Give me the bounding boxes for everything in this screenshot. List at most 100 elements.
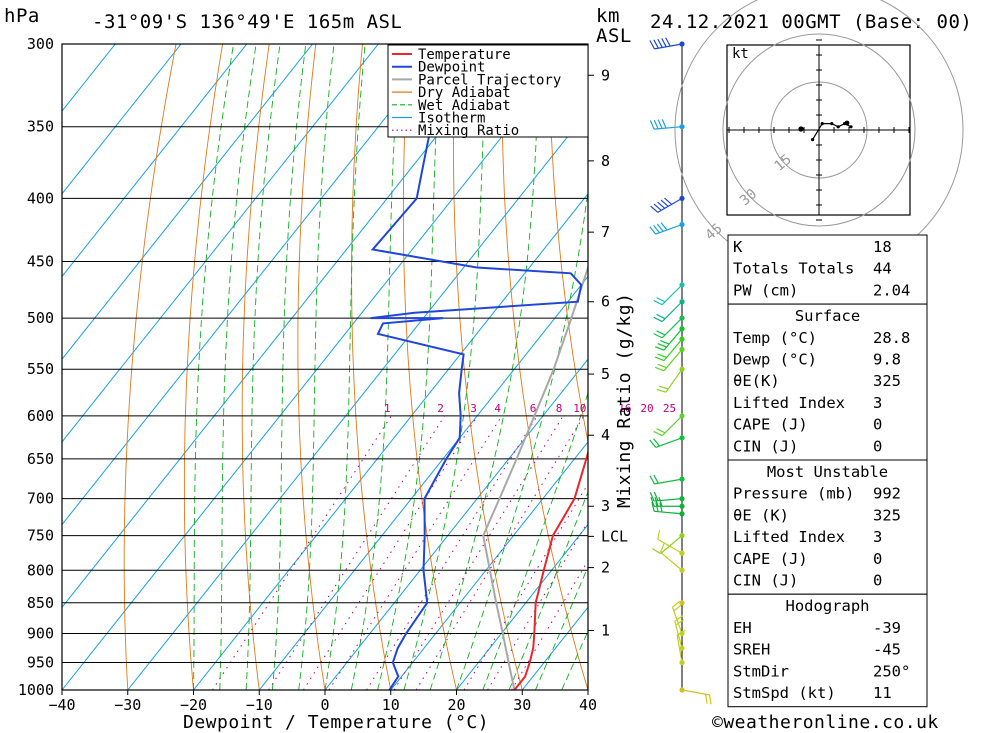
isotherm-line xyxy=(193,192,588,690)
mixing-ratio-label: 16 xyxy=(618,402,631,415)
wind-barb xyxy=(655,223,683,235)
hodograph-unit: kt xyxy=(732,46,749,62)
dry-adiabat-line xyxy=(183,44,224,690)
wind-barb-flag xyxy=(661,119,667,129)
wind-barb-flag xyxy=(653,474,659,484)
pressure-tick-label: 550 xyxy=(27,360,54,378)
mixing-ratio-label: 2 xyxy=(437,402,444,415)
wind-barb-flag xyxy=(654,346,665,351)
wind-barb-flag xyxy=(657,363,667,369)
x-tick-label: 0 xyxy=(320,696,329,714)
height-tick-label: 9 xyxy=(601,66,610,84)
wind-barb xyxy=(671,606,683,634)
mixing-ratio-line xyxy=(328,415,503,690)
index-value: 0 xyxy=(873,416,882,434)
index-value: 325 xyxy=(873,506,901,524)
unit-km: km xyxy=(596,5,620,27)
copyright: ©weatheronline.co.uk xyxy=(712,712,939,733)
hodograph-ring-label: 45 xyxy=(702,221,725,244)
wind-barb-flag xyxy=(657,529,661,540)
wind-barb xyxy=(655,437,683,448)
wind-barb-flag xyxy=(659,502,663,513)
x-tick-label: −40 xyxy=(48,696,75,714)
pressure-tick-label: 1000 xyxy=(18,681,54,699)
index-name: PW (cm) xyxy=(733,281,798,299)
mixing-ratio-line xyxy=(211,415,392,690)
wind-barb-flag xyxy=(653,491,659,501)
wind-barb-flag xyxy=(656,313,666,320)
index-name: θE (K) xyxy=(733,506,789,524)
index-value: 250° xyxy=(873,662,910,680)
wet-adiabat-line xyxy=(245,44,281,690)
isotherm-line xyxy=(324,358,588,690)
wind-barb-flag xyxy=(649,475,655,485)
isotherm-line xyxy=(62,44,445,526)
datetime-title: 24.12.2021 00GMT (Base: 00) xyxy=(650,11,972,33)
index-value: 3 xyxy=(873,528,882,546)
index-value: 44 xyxy=(873,260,892,278)
pressure-tick-label: 950 xyxy=(27,653,54,671)
unit-hpa: hPa xyxy=(4,5,40,27)
index-value: 11 xyxy=(873,684,892,702)
wind-barb-flag xyxy=(664,197,673,205)
height-tick-label: 8 xyxy=(601,152,610,170)
wind-barb-flag xyxy=(675,619,685,626)
wind-barb-flag xyxy=(657,119,663,129)
mixing-ratio-label: 8 xyxy=(556,402,563,415)
wind-dot xyxy=(679,659,685,666)
wind-barb-flag xyxy=(649,492,655,502)
legend-entry: Dewpoint xyxy=(418,60,485,76)
pressure-tick-label: 650 xyxy=(27,450,54,468)
parcel-trajectory-line xyxy=(482,264,588,690)
wind-barb xyxy=(654,126,683,130)
legend-entry: Mixing Ratio xyxy=(418,123,519,139)
wind-barb-flag xyxy=(649,40,655,50)
wind-barb-flag xyxy=(652,548,661,555)
wind-barb xyxy=(661,317,683,339)
storm-motion-marker xyxy=(798,126,804,132)
wind-barb-flag xyxy=(657,38,663,48)
isotherm-line xyxy=(258,275,588,690)
wet-adiabat-line xyxy=(456,187,588,690)
wind-barb-flag xyxy=(651,501,655,512)
index-name: EH xyxy=(733,619,752,637)
wind-barb xyxy=(665,368,683,393)
wind-barb-flag xyxy=(650,497,655,507)
index-value: 28.8 xyxy=(873,329,910,347)
x-tick-label: 10 xyxy=(382,696,400,714)
index-value: 2.04 xyxy=(873,281,910,299)
wind-barb xyxy=(657,538,683,554)
x-tick-label: −10 xyxy=(246,696,273,714)
wind-barb xyxy=(661,301,683,322)
pressure-tick-label: 450 xyxy=(27,253,54,271)
legend-entry: Isotherm xyxy=(418,111,485,127)
wind-barb xyxy=(660,551,683,571)
index-value: 3 xyxy=(873,394,882,412)
pressure-tick-label: 750 xyxy=(27,527,54,545)
wind-barb-flag xyxy=(659,543,665,553)
index-value: 0 xyxy=(873,437,882,455)
hodograph-point xyxy=(830,122,834,126)
wind-barb-flag xyxy=(656,223,664,232)
wind-barb xyxy=(660,535,683,555)
indices-section xyxy=(727,234,928,305)
pressure-tick-label: 500 xyxy=(27,309,54,327)
wind-dot xyxy=(679,600,685,606)
x-tick-label: 30 xyxy=(513,696,531,714)
index-value: 9.8 xyxy=(873,351,901,369)
wind-barb-flag xyxy=(656,428,666,434)
index-name: Pressure (mb) xyxy=(733,485,854,503)
wind-barb-flag xyxy=(649,226,657,235)
indices-section xyxy=(727,459,928,595)
indices-table: K 18 Totals Totals 44 PW (cm) 2.04 Surface Temp… xyxy=(727,234,928,708)
height-tick-label: 5 xyxy=(601,365,610,383)
wind-barb xyxy=(657,197,683,213)
height-tick-label: 7 xyxy=(601,223,610,241)
hodograph-point xyxy=(820,122,824,126)
pressure-tick-label: 600 xyxy=(27,407,54,425)
wind-barb xyxy=(661,284,683,306)
mixing-ratio-label: 6 xyxy=(530,402,537,415)
legend-entry: Wet Adiabat xyxy=(418,98,511,114)
isotherm-line xyxy=(62,44,379,443)
wind-barb-flag xyxy=(657,343,667,348)
